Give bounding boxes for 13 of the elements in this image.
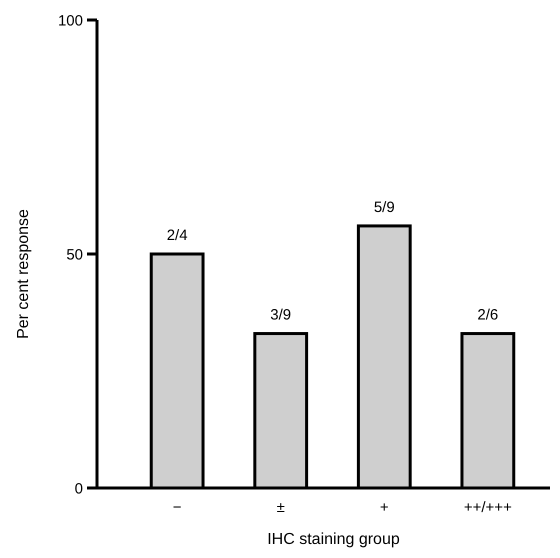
annotation: 2/4 <box>166 227 188 244</box>
annotation: 5/9 <box>374 198 395 216</box>
x-tick-label: ± <box>276 499 285 516</box>
annotation: 2/6 <box>477 306 498 324</box>
annotation: 3/9 <box>270 306 292 324</box>
x-tick-label: − <box>172 499 182 516</box>
x-tick-label: ++/+++ <box>464 499 512 516</box>
y-tick-label: 100 <box>58 12 83 30</box>
x-tick-label: + <box>380 499 389 516</box>
y-tick-label: 0 <box>74 480 83 498</box>
y-axis-title: Per cent response <box>15 208 32 339</box>
x-axis-title: IHC staining group <box>267 531 400 548</box>
y-tick-label: 50 <box>66 246 83 264</box>
